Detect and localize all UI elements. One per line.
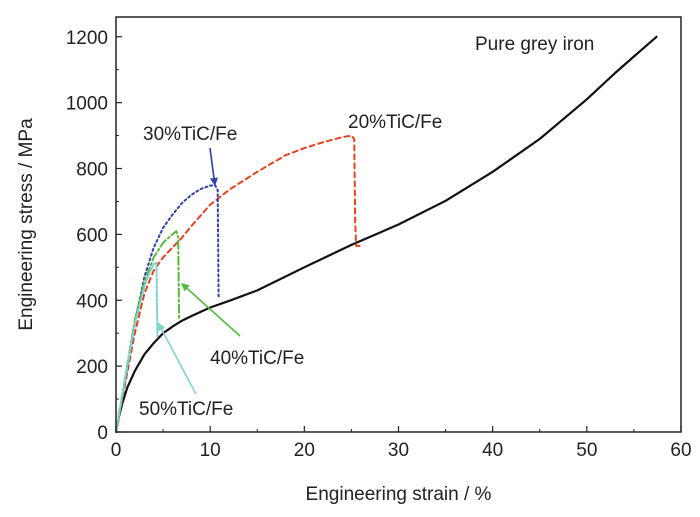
y-tick-label: 200 — [76, 357, 108, 378]
series-line-20-tic-fe — [115, 134, 364, 433]
x-axis-label: Engineering strain / % — [306, 484, 492, 505]
y-tick-label: 1200 — [66, 28, 108, 49]
x-tick-label: 50 — [576, 440, 597, 461]
x-tick-label: 40 — [482, 440, 503, 461]
x-tick-label: 30 — [388, 440, 409, 461]
x-tick-label: 0 — [111, 440, 122, 461]
x-tick-label: 20 — [294, 440, 315, 461]
annotation-label: 30%TiC/Fe — [143, 124, 237, 145]
x-tick-label: 60 — [670, 440, 691, 461]
annotation-label: 20%TiC/Fe — [348, 112, 442, 133]
annotation-label: Pure grey iron — [475, 34, 594, 55]
series-line-30-tic-fe — [115, 184, 220, 433]
y-tick-label: 0 — [97, 423, 108, 444]
curves-layer — [114, 35, 658, 434]
curve-annotations: Pure grey iron 20%TiC/Fe 30%TiC/Fe 40%TiC/F… — [139, 34, 594, 420]
annotation-arrow — [209, 147, 218, 186]
y-tick-label: 800 — [76, 160, 108, 181]
series-line-50-tic-fe — [115, 261, 159, 433]
annotation-arrow — [157, 322, 197, 395]
annotation-label: 50%TiC/Fe — [139, 399, 233, 420]
y-axis-label: Engineering stress / MPa — [16, 118, 37, 331]
annotation-arrow — [181, 283, 241, 337]
x-tick-label: 10 — [200, 440, 221, 461]
annotation-label: 40%TiC/Fe — [210, 348, 304, 369]
y-tick-label: 400 — [76, 291, 108, 312]
y-tick-label: 600 — [76, 225, 108, 246]
y-tick-label: 1000 — [66, 94, 108, 115]
series-line-pure-grey-iron — [114, 35, 658, 434]
